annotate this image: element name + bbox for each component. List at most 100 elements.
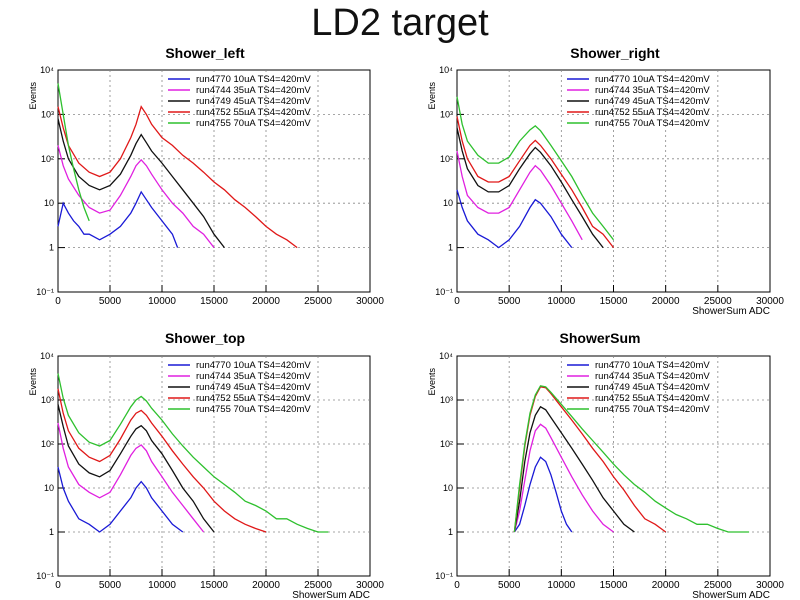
- chart-panel-3: 0 5000 10000 15000 20000 25000 30000 10⁻¹ 1 10 10²…: [28, 330, 384, 600]
- series-line-5: [57, 373, 329, 533]
- legend-entry: run4755 70uA TS4=420mV: [196, 404, 311, 415]
- y-axis-label: Events: [427, 368, 437, 396]
- y-tick-label: 10: [44, 198, 54, 208]
- y-tick-label: 10⁴: [40, 351, 54, 361]
- x-tick-label: 30000: [756, 580, 784, 591]
- series-line-3: [456, 127, 604, 249]
- series-line-1: [513, 456, 573, 533]
- series-line-5: [513, 385, 750, 533]
- x-tick-label: 25000: [304, 580, 332, 591]
- y-tick-label: 10³: [440, 395, 453, 405]
- x-tick-label: 15000: [200, 296, 228, 307]
- x-tick-label: 5000: [498, 580, 521, 591]
- x-tick-label: 10000: [547, 296, 575, 307]
- series-line-1: [456, 189, 573, 249]
- y-axis-label: Events: [28, 82, 38, 110]
- series-line-2: [513, 423, 614, 533]
- x-tick-label: 20000: [252, 580, 280, 591]
- legend-entry: run4749 45uA TS4=420mV: [196, 382, 311, 393]
- legend-entry: run4749 45uA TS4=420mV: [595, 96, 710, 107]
- x-tick-label: 0: [55, 296, 61, 307]
- y-tick-label: 10: [443, 198, 453, 208]
- series-line-4: [456, 116, 615, 248]
- series-line-4: [57, 105, 298, 249]
- series-line-5: [456, 96, 615, 241]
- x-tick-label: 25000: [704, 296, 732, 307]
- y-axis-label: Events: [427, 82, 437, 110]
- legend-entry: run4749 45uA TS4=420mV: [595, 382, 710, 393]
- y-tick-label: 10: [443, 483, 453, 493]
- legend-entry: run4770 10uA TS4=420mV: [196, 360, 311, 371]
- legend-entry: run4744 35uA TS4=420mV: [196, 85, 311, 96]
- x-tick-label: 20000: [252, 296, 280, 307]
- y-tick-label: 1: [448, 527, 453, 537]
- series-line-2: [57, 422, 205, 533]
- legend-entry: run4770 10uA TS4=420mV: [196, 74, 311, 85]
- x-tick-label: 15000: [600, 296, 628, 307]
- chart-title: Shower_top: [165, 330, 245, 346]
- x-axis-label: ShowerSum ADC: [692, 306, 770, 317]
- series-line-2: [57, 145, 215, 248]
- series-line-2: [456, 150, 583, 241]
- series-line-3: [57, 404, 215, 533]
- x-tick-label: 10000: [148, 580, 176, 591]
- x-tick-label: 10000: [148, 296, 176, 307]
- chart-title: Shower_right: [570, 45, 660, 61]
- y-tick-label: 10²: [440, 439, 453, 449]
- y-tick-label: 10⁻¹: [435, 571, 453, 581]
- series-line-3: [57, 118, 225, 248]
- y-tick-label: 10⁻¹: [36, 287, 54, 297]
- y-tick-label: 10³: [440, 109, 453, 119]
- x-tick-label: 25000: [704, 580, 732, 591]
- legend-entry: run4752 55uA TS4=420mV: [595, 393, 710, 404]
- legend-entry: run4749 45uA TS4=420mV: [196, 96, 311, 107]
- legend-entry: run4752 55uA TS4=420mV: [196, 107, 311, 118]
- x-tick-label: 30000: [356, 296, 384, 307]
- y-axis-label: Events: [28, 368, 38, 396]
- legend-entry: run4752 55uA TS4=420mV: [196, 393, 311, 404]
- y-tick-label: 10³: [41, 109, 54, 119]
- y-tick-label: 10⁴: [439, 65, 453, 75]
- y-tick-label: 10²: [41, 154, 54, 164]
- x-tick-label: 30000: [356, 580, 384, 591]
- series-line-1: [57, 466, 184, 533]
- chart-panel-4: 0 5000 10000 15000 20000 25000 30000 10⁻¹ 1 10 10²…: [427, 330, 784, 600]
- y-tick-label: 1: [49, 243, 54, 253]
- x-tick-label: 30000: [756, 296, 784, 307]
- series-line-4: [57, 388, 267, 533]
- chart-panel-2: 0 5000 10000 15000 20000 25000 30000 10⁻¹ 1 10 10²…: [427, 45, 784, 317]
- y-tick-label: 10²: [440, 154, 453, 164]
- x-tick-label: 5000: [498, 296, 521, 307]
- x-tick-label: 10000: [547, 580, 575, 591]
- x-axis-label: ShowerSum ADC: [692, 590, 770, 600]
- legend-entry: run4755 70uA TS4=420mV: [196, 118, 311, 129]
- legend-entry: run4744 35uA TS4=420mV: [196, 371, 311, 382]
- x-tick-label: 20000: [652, 296, 680, 307]
- y-tick-label: 1: [49, 527, 54, 537]
- x-tick-label: 0: [55, 580, 61, 591]
- y-tick-label: 10⁻¹: [36, 571, 54, 581]
- y-tick-label: 10²: [41, 439, 54, 449]
- legend-entry: run4770 10uA TS4=420mV: [595, 360, 710, 371]
- chart-title: Shower_left: [165, 45, 245, 61]
- chart-panel-1: 0 5000 10000 15000 20000 25000 30000 10⁻¹ 1 10 10²…: [28, 45, 384, 307]
- x-tick-label: 20000: [652, 580, 680, 591]
- legend-entry: run4744 35uA TS4=420mV: [595, 371, 710, 382]
- y-tick-label: 10⁴: [439, 351, 453, 361]
- x-tick-label: 5000: [99, 296, 122, 307]
- legend-entry: run4755 70uA TS4=420mV: [595, 118, 710, 129]
- slide-title: LD2 target: [311, 2, 489, 44]
- y-tick-label: 1: [448, 243, 453, 253]
- x-tick-label: 0: [454, 296, 460, 307]
- x-tick-label: 25000: [304, 296, 332, 307]
- chart-title: ShowerSum: [560, 330, 641, 346]
- series-line-3: [513, 405, 635, 533]
- x-axis-label: ShowerSum ADC: [292, 590, 370, 600]
- series-line-5: [57, 83, 90, 222]
- x-tick-label: 5000: [99, 580, 122, 591]
- legend-entry: run4744 35uA TS4=420mV: [595, 85, 710, 96]
